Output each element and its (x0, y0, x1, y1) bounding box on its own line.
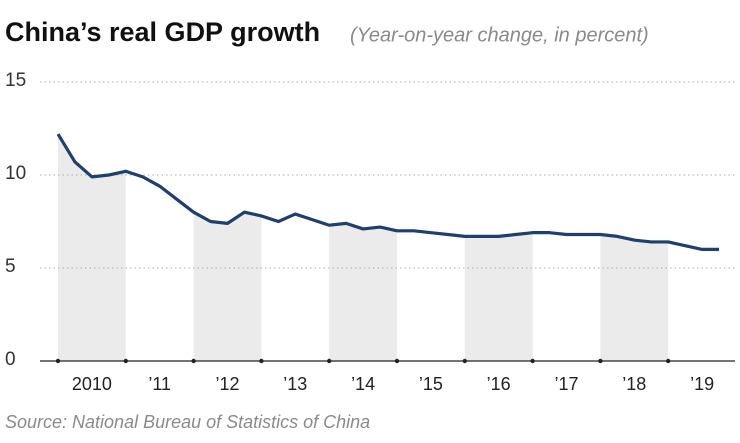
x-tick-label: ’16 (487, 374, 511, 394)
year-shade (58, 134, 126, 361)
year-shade (600, 234, 669, 361)
x-tick-dot (530, 358, 535, 364)
x-tick-dot (259, 358, 264, 364)
x-tick-label: ’14 (351, 374, 375, 394)
data-line (56, 133, 720, 251)
x-tick-label: ’12 (215, 374, 239, 394)
x-tick-label: ’11 (148, 374, 171, 394)
y-tick-label: 10 (5, 163, 26, 184)
x-tick-dot (666, 358, 671, 364)
x-tick-dot (598, 358, 603, 364)
chart-subtitle: (Year-on-year change, in percent) (350, 24, 649, 46)
x-tick-label: ’13 (283, 374, 307, 394)
x-tick-label: ’17 (554, 374, 578, 394)
x-tick-label: 2010 (72, 374, 112, 394)
x-tick-dot (394, 358, 400, 364)
x-tick-label: ’19 (690, 374, 714, 394)
source-note: Source: National Bureau of Statistics of… (5, 412, 370, 432)
x-tick-dot (55, 358, 61, 364)
x-tick-label: ’15 (419, 374, 443, 394)
x-tick-dot (327, 358, 332, 364)
year-shade (329, 223, 397, 361)
year-shade (193, 212, 262, 361)
year-shade (464, 232, 533, 361)
x-tick-dot (123, 358, 128, 364)
x-tick-dot (462, 358, 467, 364)
x-tick-label: ’18 (622, 374, 646, 394)
chart-title: China’s real GDP growth (5, 17, 320, 47)
x-tick-dot (191, 358, 196, 364)
y-tick-label: 15 (5, 70, 26, 91)
y-tick-label: 0 (5, 349, 16, 370)
y-tick-label: 5 (5, 256, 16, 277)
